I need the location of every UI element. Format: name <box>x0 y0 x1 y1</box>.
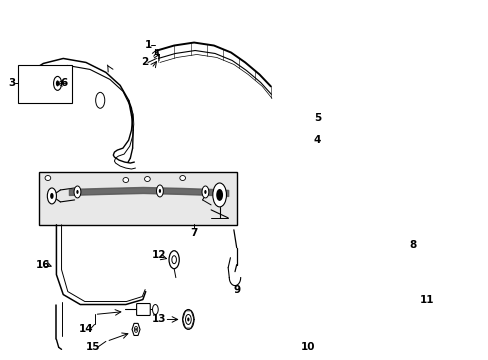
Circle shape <box>329 137 333 143</box>
Circle shape <box>169 251 179 269</box>
Circle shape <box>216 189 223 201</box>
Text: 11: 11 <box>419 294 433 305</box>
Ellipse shape <box>144 176 150 181</box>
Circle shape <box>330 113 336 123</box>
Circle shape <box>50 193 54 199</box>
Circle shape <box>330 139 332 141</box>
Circle shape <box>331 116 334 120</box>
Text: 4: 4 <box>313 135 321 145</box>
Text: 2: 2 <box>141 58 148 67</box>
Circle shape <box>305 275 309 280</box>
Circle shape <box>294 299 297 304</box>
Circle shape <box>202 186 208 198</box>
Text: 16: 16 <box>36 260 50 270</box>
Text: 8: 8 <box>408 240 416 250</box>
Text: 1: 1 <box>144 40 151 50</box>
Circle shape <box>54 76 61 90</box>
Text: 5: 5 <box>313 113 321 123</box>
FancyBboxPatch shape <box>136 303 150 315</box>
Circle shape <box>74 186 81 198</box>
Bar <box>40 172 236 225</box>
Circle shape <box>292 296 299 307</box>
Circle shape <box>171 256 176 264</box>
Text: 3: 3 <box>8 78 16 88</box>
Text: 7: 7 <box>190 228 197 238</box>
Bar <box>18 66 72 103</box>
Circle shape <box>156 185 163 197</box>
Text: 10: 10 <box>300 342 314 352</box>
Circle shape <box>212 183 226 207</box>
Circle shape <box>183 310 194 329</box>
Circle shape <box>185 315 191 324</box>
Circle shape <box>76 190 79 194</box>
Circle shape <box>347 213 352 223</box>
Circle shape <box>159 189 161 193</box>
Polygon shape <box>327 134 335 146</box>
Ellipse shape <box>366 260 380 276</box>
Text: 6: 6 <box>61 78 68 88</box>
Circle shape <box>56 80 59 86</box>
Text: 12: 12 <box>151 250 166 260</box>
Circle shape <box>303 271 311 285</box>
Ellipse shape <box>122 177 128 183</box>
Text: 14: 14 <box>79 324 93 334</box>
Ellipse shape <box>361 254 384 282</box>
Ellipse shape <box>357 248 388 288</box>
Polygon shape <box>439 245 455 311</box>
Text: 15: 15 <box>85 342 100 352</box>
Circle shape <box>134 327 138 332</box>
Circle shape <box>47 188 56 204</box>
Circle shape <box>187 318 189 321</box>
Circle shape <box>348 216 351 220</box>
Ellipse shape <box>180 176 185 180</box>
Ellipse shape <box>45 176 51 180</box>
Text: 13: 13 <box>151 314 166 324</box>
Circle shape <box>135 328 137 331</box>
Circle shape <box>152 305 158 315</box>
Bar <box>347 230 404 305</box>
Circle shape <box>204 190 206 194</box>
Text: 9: 9 <box>233 284 240 294</box>
Circle shape <box>96 92 104 108</box>
Polygon shape <box>132 323 140 336</box>
